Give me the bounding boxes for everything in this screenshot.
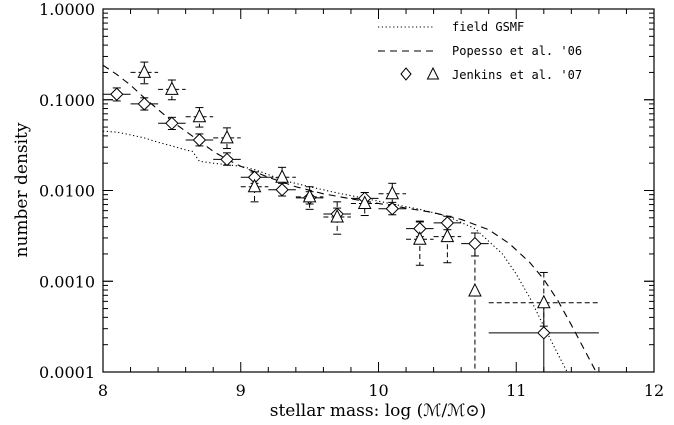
triangle-point <box>192 108 207 123</box>
triangle-point <box>302 188 317 203</box>
triangle-point <box>220 129 234 144</box>
popesso-line <box>103 64 597 372</box>
triangle-point <box>247 178 262 193</box>
legend: field GSMF Popesso et al. '06 Jenkins et… <box>378 20 582 82</box>
axis-ticks: 8 9 10 11 12 1.0000 0.1000 0.0100 0.0010 0.0001 <box>39 0 664 400</box>
legend-entry-jenkins: Jenkins et al. '07 <box>452 68 582 82</box>
plot-frame <box>102 8 655 373</box>
triangle-point <box>440 228 455 243</box>
legend-triangle-icon <box>426 66 440 80</box>
legend-entry-field-gsmf: field GSMF <box>452 20 524 34</box>
y-tick-label: 1.0000 <box>39 0 95 19</box>
triangle-point <box>330 208 344 223</box>
legend-entry-popesso: Popesso et al. '06 <box>452 44 582 58</box>
x-axis-title: stellar mass: log (ℳ/ℳ⊙) <box>270 401 487 421</box>
triangle-point <box>357 195 372 209</box>
y-tick-label: 0.1000 <box>39 91 95 110</box>
diamond-point <box>192 133 207 147</box>
triangle-point <box>536 294 551 309</box>
triangle-point <box>275 169 289 183</box>
y-tick-label: 0.0100 <box>39 182 95 201</box>
triangle-point <box>165 81 179 95</box>
diamond-point <box>385 202 399 216</box>
diamond-point <box>537 326 551 340</box>
y-tick-label: 0.0010 <box>39 272 95 291</box>
x-tick-label: 12 <box>644 381 664 400</box>
field-gsmf-line <box>103 130 568 372</box>
diamond-point <box>137 97 152 111</box>
triangle-point <box>385 185 400 200</box>
x-tick-label: 11 <box>506 381 526 400</box>
triangle-point <box>468 282 482 297</box>
x-tick-label: 9 <box>236 381 246 400</box>
diamond-point <box>165 116 179 131</box>
error-bars <box>103 61 599 372</box>
x-tick-label: 10 <box>368 381 388 400</box>
diamond-point <box>220 152 234 167</box>
y-tick-label: 0.0001 <box>39 363 95 382</box>
diamond-point <box>440 216 455 230</box>
y-axis-title: number density <box>12 122 32 257</box>
diamond-point <box>110 87 124 101</box>
diamond-point <box>275 183 289 197</box>
triangle-point <box>137 64 152 78</box>
triangle-point <box>413 231 427 245</box>
legend-diamond-icon <box>400 67 412 81</box>
data-markers <box>110 64 551 340</box>
diamond-point <box>468 236 482 251</box>
series-lines <box>103 64 597 372</box>
x-tick-label: 8 <box>98 381 108 400</box>
